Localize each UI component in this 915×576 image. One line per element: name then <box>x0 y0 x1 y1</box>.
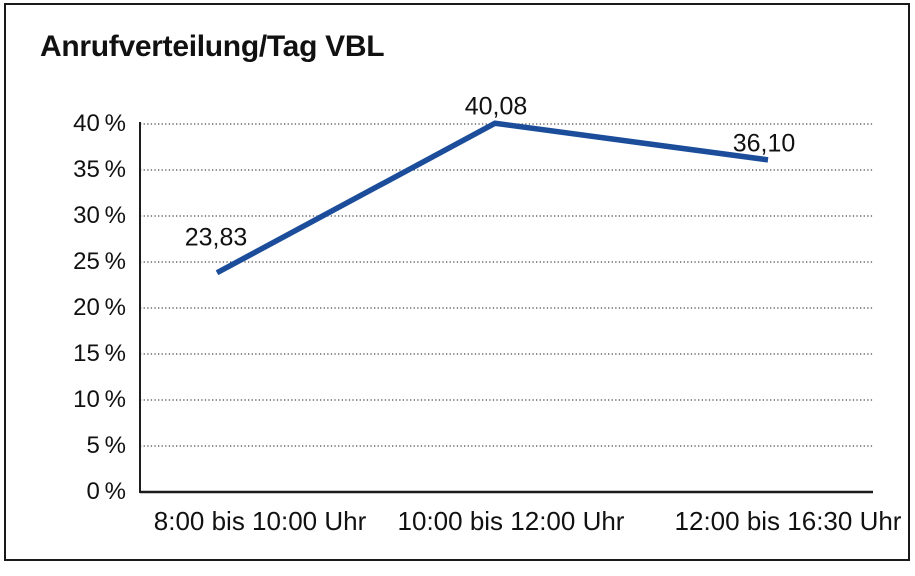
x-category-label: 12:00 bis 16:30 Uhr <box>674 506 902 536</box>
series-polyline <box>215 120 769 276</box>
data-point-label: 23,83 <box>184 223 248 252</box>
data-point-label: 36,10 <box>732 129 796 158</box>
y-tick-label: 20 % <box>73 294 126 321</box>
axes <box>139 122 873 494</box>
y-tick-label: 5 % <box>86 432 127 459</box>
x-category-label: 10:00 bis 12:00 Uhr <box>397 506 625 536</box>
y-tick-label: 10 % <box>73 386 126 413</box>
y-tick-label: 0 % <box>86 478 127 505</box>
y-tick-label: 30 % <box>73 202 126 229</box>
y-tick-label: 35 % <box>73 156 126 183</box>
x-category-label: 8:00 bis 10:00 Uhr <box>153 506 367 536</box>
data-point-label: 40,08 <box>464 92 528 121</box>
y-tick-label: 40 % <box>73 110 126 137</box>
series-line <box>215 120 769 276</box>
chart-title: Anrufverteilung/Tag VBL <box>40 30 385 63</box>
gridlines <box>140 123 873 447</box>
chart-frame <box>4 3 910 561</box>
y-tick-label: 15 % <box>73 340 126 367</box>
y-tick-label: 25 % <box>73 248 126 275</box>
